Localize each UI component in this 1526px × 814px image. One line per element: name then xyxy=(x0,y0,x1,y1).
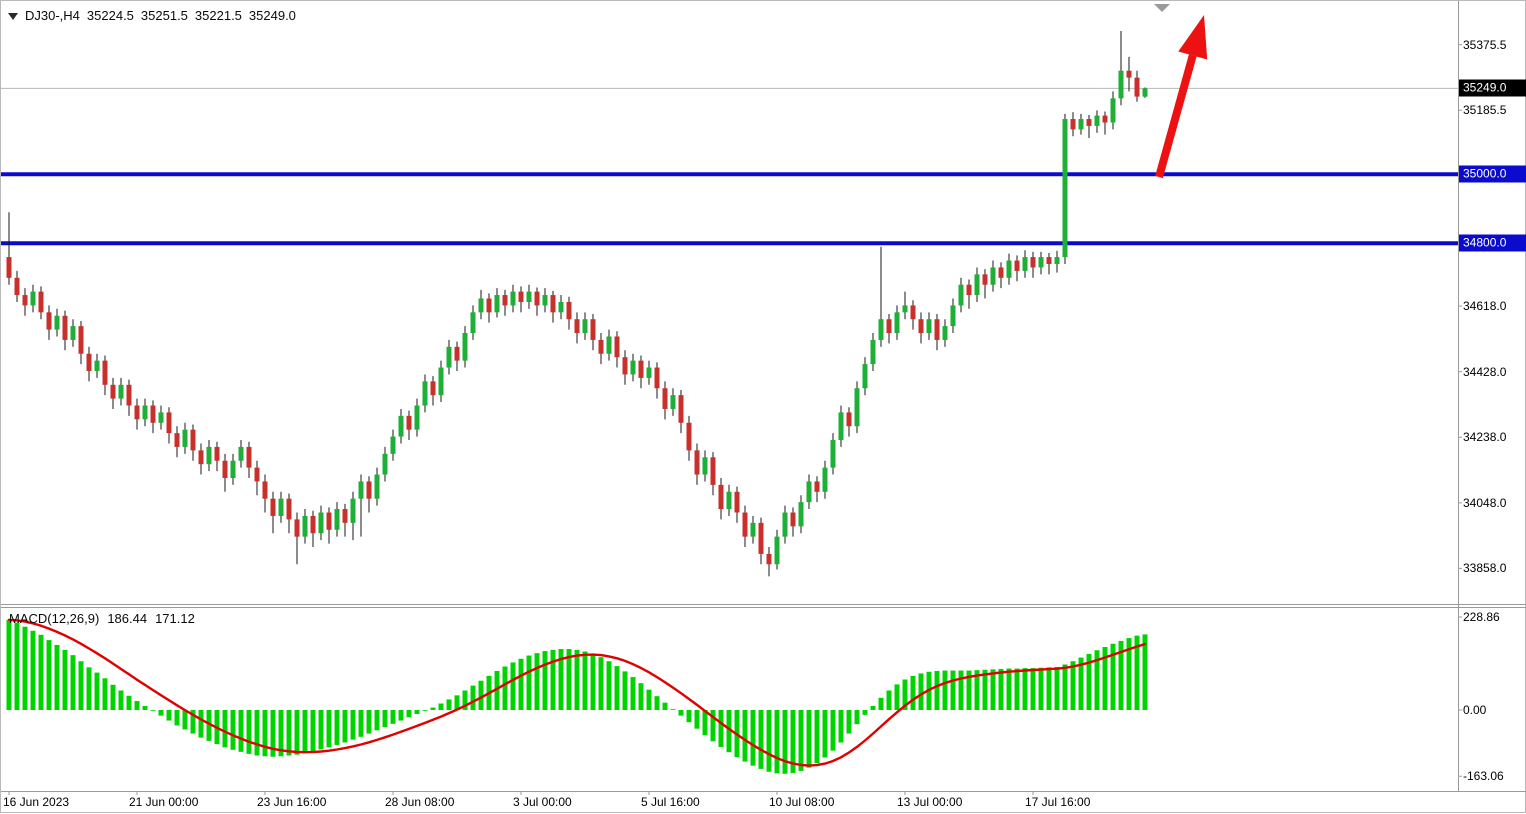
time-axis-label: 3 Jul 00:00 xyxy=(513,795,572,809)
price-axis-label: 34238.0 xyxy=(1463,430,1507,445)
candle-bodies-layer xyxy=(6,70,1148,565)
ohlc-high-value: 35251.5 xyxy=(140,8,188,23)
macd-main-value: 186.44 xyxy=(107,611,148,626)
price-axis-label: 34428.0 xyxy=(1463,364,1507,379)
price-axis-label: 34048.0 xyxy=(1463,495,1507,510)
time-axis-label: 17 Jul 16:00 xyxy=(1025,795,1091,809)
macd-indicator-label: MACD(12,26,9) 186.44 171.12 xyxy=(9,611,195,626)
time-axis-label: 16 Jun 2023 xyxy=(3,795,70,809)
chart-header: DJ30-,H4 35224.5 35251.5 35221.5 35249.0 xyxy=(8,8,296,23)
price-axis-label: 35185.5 xyxy=(1463,103,1507,118)
time-axis-label: 28 Jun 08:00 xyxy=(385,795,455,809)
macd-signal-value: 171.12 xyxy=(155,611,195,626)
time-axis-label: 23 Jun 16:00 xyxy=(257,795,327,809)
time-axis-label: 5 Jul 16:00 xyxy=(641,795,700,809)
level-price-tag: 34800.0 xyxy=(1459,234,1526,252)
macd-axis-label: 0.00 xyxy=(1463,702,1487,717)
symbol-timeframe-label: DJ30-,H4 xyxy=(25,8,80,23)
symbol-expander-icon[interactable] xyxy=(8,13,18,20)
panel-borders xyxy=(1,1,1526,795)
bar-shift-marker-icon[interactable] xyxy=(1154,4,1170,12)
time-axis-label: 10 Jul 08:00 xyxy=(769,795,835,809)
price-axis-label: 34618.0 xyxy=(1463,299,1507,314)
trend-arrow[interactable] xyxy=(1155,15,1208,179)
macd-signal-line xyxy=(7,618,1147,767)
macd-name-label: MACD(12,26,9) xyxy=(9,611,100,626)
macd-axis-label: 228.86 xyxy=(1463,609,1500,624)
ohlc-open-value: 35224.5 xyxy=(86,8,134,23)
macd-axis-label: -163.06 xyxy=(1463,769,1504,784)
time-axis-label: 13 Jul 00:00 xyxy=(897,795,963,809)
current-price-tag: 35249.0 xyxy=(1459,79,1526,97)
ohlc-low-value: 35221.5 xyxy=(194,8,242,23)
ohlc-close-value: 35249.0 xyxy=(248,8,296,23)
time-axis-label: 21 Jun 00:00 xyxy=(129,795,199,809)
macd-histogram xyxy=(6,619,1148,774)
price-axis-label: 33858.0 xyxy=(1463,561,1507,576)
support-resistance-lines[interactable] xyxy=(1,172,1458,246)
level-price-tag: 35000.0 xyxy=(1459,165,1526,183)
candle-wicks-layer xyxy=(8,31,1146,577)
price-axis-label: 35375.5 xyxy=(1463,37,1507,52)
